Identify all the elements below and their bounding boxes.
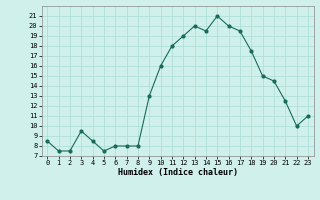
X-axis label: Humidex (Indice chaleur): Humidex (Indice chaleur) [118, 168, 237, 177]
